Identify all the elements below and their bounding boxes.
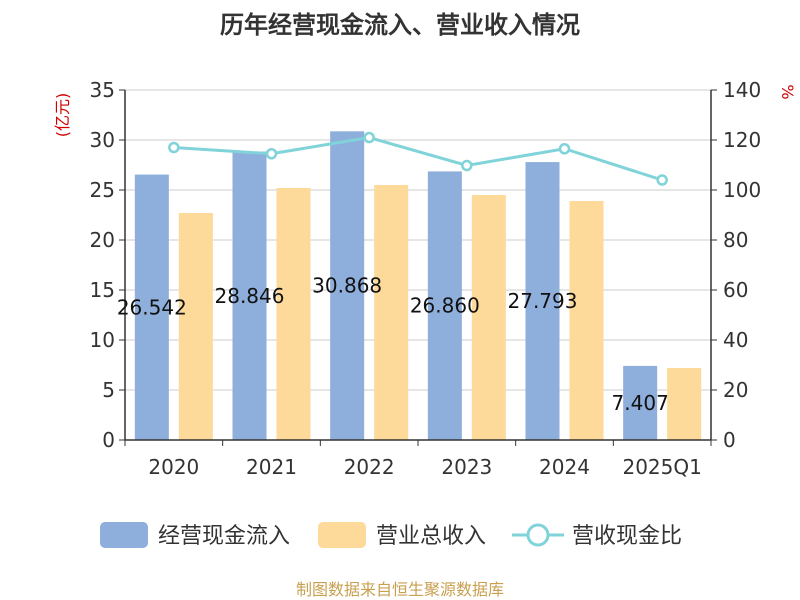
left-axis-tick-label: 30 xyxy=(90,128,115,152)
legend-swatch xyxy=(100,522,148,548)
data-label: 27.793 xyxy=(508,289,578,313)
right-axis-tick-label: 20 xyxy=(723,378,748,402)
left-axis-tick-label: 35 xyxy=(90,78,115,102)
bar xyxy=(178,213,213,440)
left-axis-tick-label: 0 xyxy=(102,428,115,452)
bar xyxy=(427,171,462,440)
right-axis-tick-label: 0 xyxy=(723,428,736,452)
legend: 经营现金流入 营业总收入 营收现金比 xyxy=(100,522,682,549)
left-axis-tick-label: 15 xyxy=(90,278,115,302)
line-series xyxy=(168,131,668,186)
source-note: 制图数据来自恒生聚源数据库 xyxy=(296,580,504,599)
data-label: 30.868 xyxy=(312,274,382,298)
bar xyxy=(134,174,169,440)
bar xyxy=(569,201,604,440)
data-label: 7.407 xyxy=(612,391,669,415)
bar-series xyxy=(134,131,702,441)
left-axis-tick-label: 10 xyxy=(90,328,115,352)
x-axis-tick-label: 2023 xyxy=(441,455,492,479)
x-axis-tick-label: 2024 xyxy=(539,455,590,479)
bar xyxy=(471,195,506,440)
axes: 0 5 10 15 20 25 30 35 0 20 40 60 80 100 120 140 2020 2021… xyxy=(90,78,762,479)
data-label: 28.846 xyxy=(215,284,285,308)
legend-entry: 经营现金流入 xyxy=(158,524,290,549)
series-line xyxy=(173,135,663,182)
data-label: 26.860 xyxy=(410,294,480,318)
left-axis-tick-label: 25 xyxy=(90,178,115,202)
bar xyxy=(525,162,560,440)
legend-swatch-marker xyxy=(526,523,550,547)
right-axis-unit: % xyxy=(778,84,797,99)
data-label: 26.542 xyxy=(117,295,187,319)
right-axis-tick-label: 100 xyxy=(723,178,761,202)
legend-entry: 营收现金比 xyxy=(572,524,682,549)
line-point xyxy=(168,141,180,154)
grid-lines xyxy=(125,89,711,391)
bar xyxy=(276,188,311,440)
bar xyxy=(667,368,702,440)
x-axis-tick-label: 2025Q1 xyxy=(622,455,701,479)
line-point xyxy=(265,148,278,160)
x-axis-tick-label: 2021 xyxy=(246,455,297,479)
bar xyxy=(374,185,409,440)
right-axis-tick-label: 120 xyxy=(723,128,761,152)
left-axis-tick-label: 20 xyxy=(90,228,115,252)
right-axis-tick-label: 140 xyxy=(723,78,761,102)
bar xyxy=(232,151,267,441)
right-axis-tick-label: 40 xyxy=(723,328,748,352)
bar xyxy=(330,131,365,440)
legend-swatch xyxy=(318,522,366,548)
right-axis-tick-label: 80 xyxy=(723,228,748,252)
left-axis-tick-label: 5 xyxy=(102,378,115,402)
line-point xyxy=(656,174,668,186)
chart-title: 历年经营现金流入、营业收入情况 xyxy=(220,11,580,39)
left-axis-unit: (亿元) xyxy=(53,93,72,138)
data-labels: 26.542 28.846 30.868 26.860 27.793 7.407 xyxy=(117,274,669,415)
x-axis-tick-label: 2022 xyxy=(344,455,395,479)
x-axis-tick-label: 2020 xyxy=(148,455,199,479)
line-point xyxy=(461,159,473,172)
bar xyxy=(623,365,658,440)
line-point xyxy=(363,131,375,144)
line-point xyxy=(558,143,571,155)
legend-entry: 营业总收入 xyxy=(376,524,486,549)
right-axis-tick-label: 60 xyxy=(723,278,748,302)
